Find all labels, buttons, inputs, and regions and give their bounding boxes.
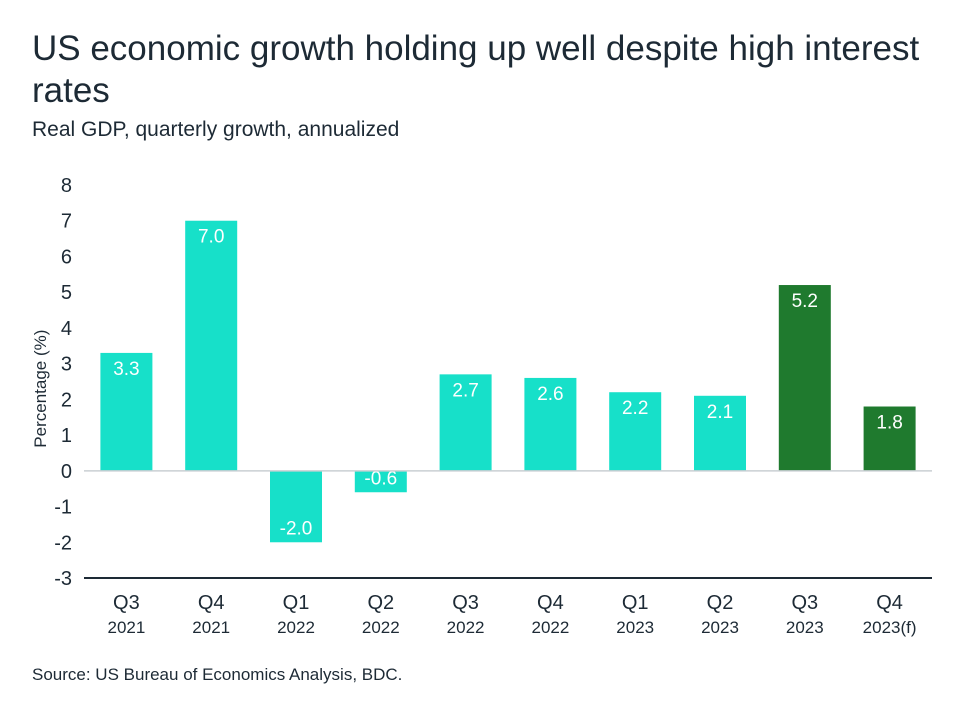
x-tick-quarter: Q1: [283, 592, 310, 614]
bar: [778, 285, 831, 471]
data-label: -2.0: [280, 518, 313, 539]
chart-title: US economic growth holding up well despi…: [32, 29, 920, 110]
x-tick-quarter: Q3: [113, 592, 140, 614]
y-tick-label: -1: [54, 497, 72, 519]
y-tick-label: -3: [54, 568, 72, 590]
data-label: 2.6: [537, 384, 563, 405]
bar: [439, 374, 492, 471]
data-label: -0.6: [364, 468, 397, 489]
x-tick-quarter: Q1: [622, 592, 649, 614]
x-tick-quarter: Q3: [452, 592, 479, 614]
x-tick-year: 2022: [531, 618, 569, 637]
data-label: 2.7: [452, 380, 478, 401]
bar: [185, 220, 238, 471]
x-tick-year: 2022: [277, 618, 315, 637]
x-tick-year: 2022: [447, 618, 485, 637]
bar: [100, 352, 153, 471]
bar: [524, 377, 577, 471]
y-tick-label: 2: [61, 389, 72, 411]
chart-subtitle: Real GDP, quarterly growth, annualized: [32, 118, 400, 141]
x-tick-year: 2023: [786, 618, 824, 637]
y-tick-label: 8: [61, 175, 72, 197]
x-tick-year: 2022: [362, 618, 400, 637]
x-tick-quarter: Q2: [707, 592, 734, 614]
bar: [354, 470, 407, 493]
bar: [863, 406, 916, 471]
data-label: 3.3: [113, 359, 139, 380]
y-tick-label: 5: [61, 282, 72, 304]
y-tick-label: 4: [61, 318, 72, 340]
y-tick-label: 3: [61, 354, 72, 376]
bar: [694, 395, 746, 471]
y-tick-label: 6: [61, 246, 72, 268]
data-label: 2.1: [707, 402, 733, 423]
x-tick-year: 2023: [616, 618, 654, 637]
y-tick-label: -2: [54, 532, 72, 554]
data-label: 1.8: [876, 413, 902, 434]
bar: [270, 470, 322, 543]
data-label: 7.0: [198, 227, 224, 248]
x-tick-quarter: Q3: [791, 592, 818, 614]
x-tick-quarter: Q4: [537, 592, 564, 614]
source-note: Source: US Bureau of Economics Analysis,…: [32, 665, 403, 684]
x-tick-year: 2021: [107, 618, 145, 637]
x-tick-year: 2023(f): [863, 618, 917, 637]
x-tick-quarter: Q4: [876, 592, 903, 614]
x-tick-year: 2021: [192, 618, 230, 637]
y-axis-title: Percentage (%): [31, 330, 50, 448]
y-tick-label: 7: [61, 211, 72, 233]
bar: [609, 392, 662, 471]
x-tick-year: 2023: [701, 618, 739, 637]
data-label: 5.2: [792, 291, 818, 312]
x-tick-quarter: Q4: [198, 592, 225, 614]
y-tick-label: 0: [61, 461, 72, 483]
y-tick-label: 1: [61, 425, 72, 447]
data-label: 2.2: [622, 398, 648, 419]
x-tick-quarter: Q2: [367, 592, 394, 614]
